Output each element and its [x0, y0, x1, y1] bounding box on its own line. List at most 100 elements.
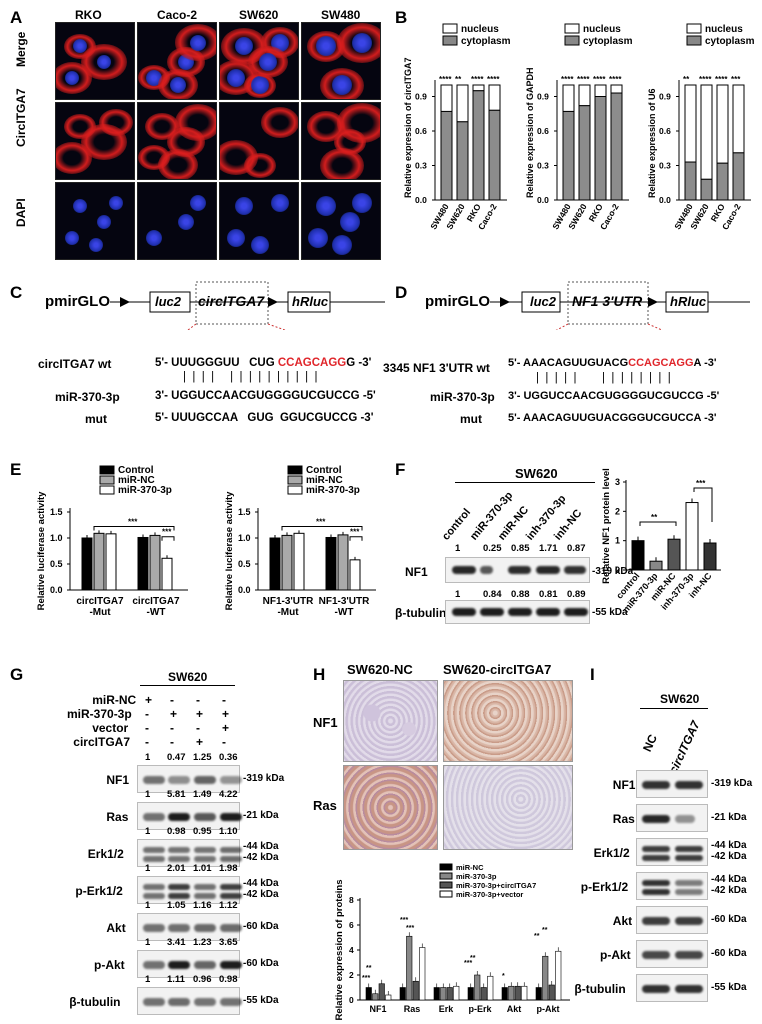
kda-label: -44 kDa [711, 874, 747, 885]
legend-label: miR-NC [306, 475, 343, 486]
kda-label: -44 kDa [243, 878, 279, 889]
legend-label: miR-370-3p+vector [456, 890, 523, 899]
kda-label: -55 kDa [592, 607, 628, 618]
x-group-label: -WT [335, 607, 354, 618]
legend-swatch-cytoplasm [442, 35, 458, 46]
cell-nucleus [227, 228, 245, 247]
blot-band [143, 893, 165, 899]
bar [137, 536, 149, 591]
bar [419, 947, 426, 1001]
blot-strip [137, 876, 242, 904]
y-tick-label: 0.3 [415, 161, 427, 171]
x-group-label: circITGA7 [76, 596, 124, 607]
micrograph-tile [219, 102, 299, 180]
legend-swatch-nucleus [442, 23, 458, 34]
x-tick-label: p-Akt [537, 1004, 560, 1014]
blot-band [194, 884, 216, 890]
condition-sign: - [196, 721, 200, 735]
legend-label: nucleus [461, 24, 499, 35]
bar-cytoplasm [700, 178, 713, 201]
bar [325, 536, 337, 591]
bar-nucleus [562, 84, 575, 112]
cell-nucleus [316, 196, 336, 217]
bar [365, 987, 372, 1001]
legend-label: cytoplasm [461, 36, 511, 47]
panel-label-f: F [395, 460, 406, 479]
blot-band [675, 985, 703, 993]
significance-label: **** [609, 75, 622, 84]
blot-row-label: p-Akt [94, 958, 125, 972]
ihc-row2: Ras [313, 798, 337, 813]
quant-value: 1.98 [219, 863, 238, 874]
y-tick-label: 0.0 [537, 195, 549, 205]
blot-band [143, 998, 165, 1006]
legend-swatch [287, 465, 303, 475]
quant-value: 1.23 [193, 937, 212, 948]
quant-value: 1.25 [193, 752, 212, 763]
blot-band [220, 924, 242, 932]
bar [631, 540, 645, 571]
quant-value: 0.98 [219, 974, 238, 985]
bar [555, 950, 562, 1001]
y-tick-label: 0.0 [659, 195, 671, 205]
ihc-image [443, 765, 573, 850]
cell-nucleus [352, 192, 372, 213]
mir-seq: 3'- UGGUCCAACGUGGGGUCGUCCG -5' [508, 390, 720, 402]
y-axis-label: Relative expression of GAPDH [525, 67, 535, 198]
blot-band [220, 813, 242, 821]
blot-band [194, 924, 216, 932]
cell-nucleus [251, 236, 269, 255]
quant-value: 1.16 [193, 900, 212, 911]
blot-band [168, 998, 190, 1006]
bar [446, 987, 453, 1001]
ihc-col1: SW620-NC [347, 662, 413, 677]
bar [385, 994, 392, 1001]
y-axis-label: Relative luciferase activity [224, 491, 235, 611]
row-label: CircITGA7 [14, 88, 28, 147]
cell-cytoplasm [175, 104, 216, 141]
condition-label: miR-NC [92, 693, 137, 707]
y-tick-label: 0.9 [659, 92, 671, 102]
quant-value: 1 [455, 589, 461, 600]
y-tick-label: 0 [615, 565, 620, 575]
cell-nucleus [190, 194, 206, 211]
blot-strip [137, 987, 242, 1015]
bar [105, 533, 117, 591]
significance-label: *** [400, 917, 408, 924]
blot-band [194, 776, 216, 784]
blot-band [675, 889, 703, 895]
blot-band [642, 855, 670, 861]
significance-label: **** [577, 75, 590, 84]
blot-row-label: Erk1/2 [593, 846, 630, 860]
bar [685, 502, 699, 571]
quant-value: 3.41 [167, 937, 186, 948]
blot-strip [636, 872, 708, 900]
quant-value: 1 [145, 863, 151, 874]
quant-value: 1 [145, 900, 151, 911]
bar [542, 955, 549, 1001]
blot-band [675, 917, 703, 925]
legend-label: Control [306, 465, 342, 476]
cell-cytoplasm [56, 141, 92, 174]
blot-band [642, 951, 670, 959]
y-tick-label: 0.5 [50, 559, 63, 569]
quant-value: 1.10 [219, 826, 238, 837]
cell-nucleus [65, 230, 79, 245]
condition-sign: - [222, 735, 226, 749]
blot-band [194, 813, 216, 821]
blot-row-label: p-Erk1/2 [580, 880, 629, 894]
bar-cytoplasm [488, 109, 501, 201]
y-tick-label: 3 [615, 477, 620, 487]
cell-nucleus [235, 197, 253, 216]
bar [372, 993, 379, 1001]
cell-nucleus [170, 77, 186, 94]
cell-nucleus [235, 37, 253, 56]
bar [81, 537, 93, 591]
column-label: SW620 [239, 8, 279, 22]
significance-label: **** [561, 75, 574, 84]
legend-swatch-nucleus [686, 23, 702, 34]
x-group-label: NF1-3'UTR [319, 596, 370, 607]
bar [349, 559, 361, 591]
cell-nucleus [89, 238, 103, 253]
